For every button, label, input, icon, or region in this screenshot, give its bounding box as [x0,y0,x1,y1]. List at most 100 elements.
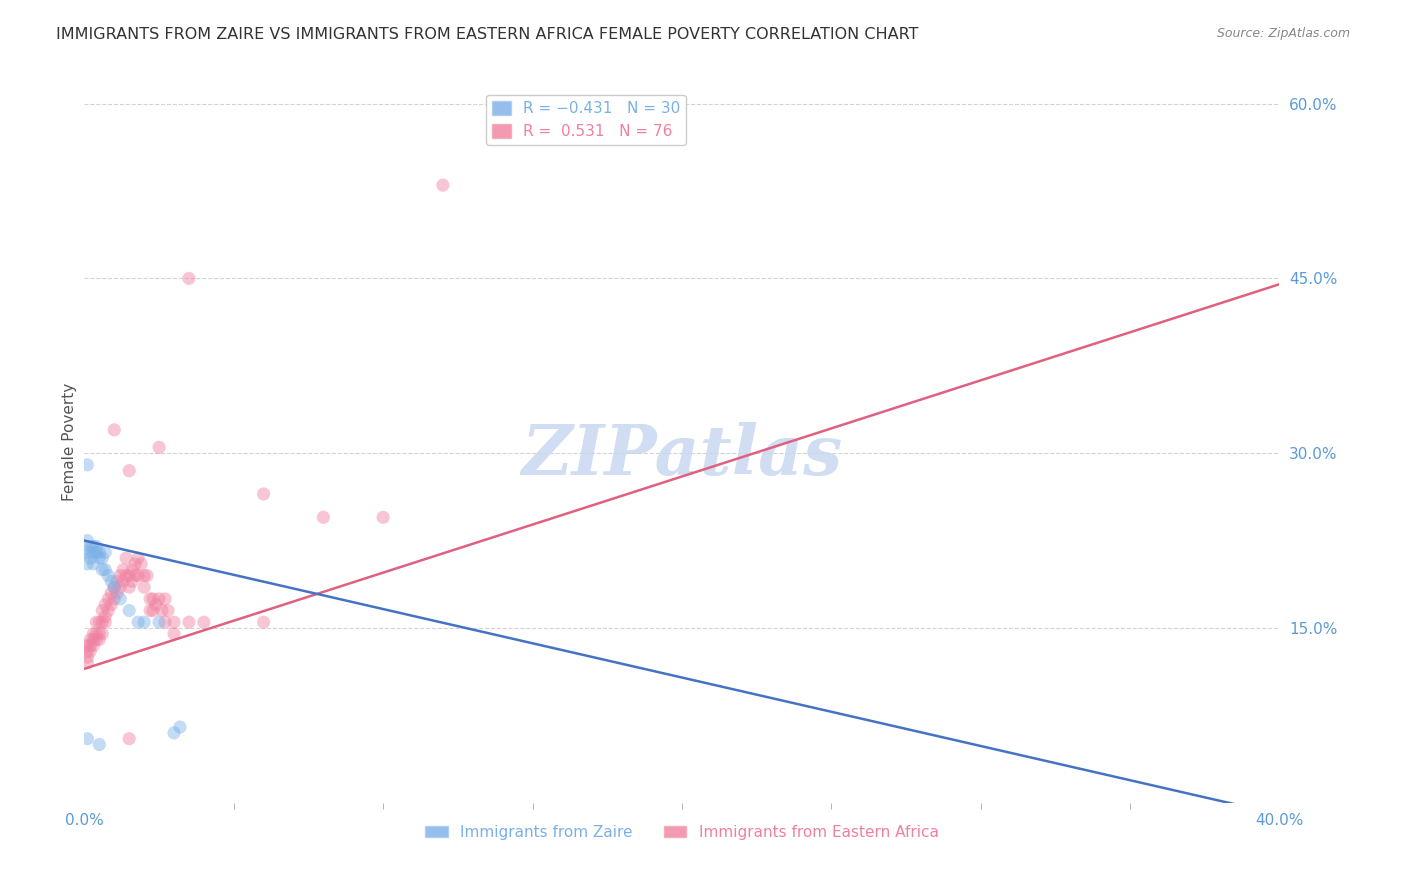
Point [103,423,125,437]
Point [132,615,156,630]
Point [79,644,101,658]
Point [100,598,122,612]
Point [163,726,186,740]
Point [76,458,98,472]
Point [118,603,141,617]
Point [373,510,395,524]
Y-axis label: Female Poverty: Female Poverty [62,383,77,500]
Point [163,627,186,641]
Point [129,557,152,571]
Point [432,178,454,193]
Point [89,738,111,752]
Point [118,580,141,594]
Point [91,627,114,641]
Point [86,627,108,641]
Point [89,627,111,641]
Point [79,545,101,559]
Point [253,615,276,630]
Point [121,574,143,589]
Point [82,540,104,554]
Point [86,632,108,647]
Point [76,533,98,548]
Point [139,591,162,606]
Point [103,580,125,594]
Point [89,551,111,566]
Point [193,615,215,630]
Point [110,580,132,594]
Point [132,568,156,582]
Point [82,632,104,647]
Point [103,591,125,606]
Point [110,591,132,606]
Point [82,639,104,653]
Point [127,551,149,566]
Point [169,720,191,734]
Point [148,615,170,630]
Point [118,464,141,478]
Point [82,557,104,571]
Point [89,615,111,630]
Point [312,510,335,524]
Point [124,568,146,582]
Point [153,591,176,606]
Point [142,591,165,606]
Point [79,639,101,653]
Point [82,545,104,559]
Point [115,568,138,582]
Point [79,632,101,647]
Point [91,551,114,566]
Point [94,615,117,630]
Point [94,563,117,577]
Point [132,580,156,594]
Point [105,574,128,589]
Point [110,568,132,582]
Point [112,563,135,577]
Point [139,603,162,617]
Point [177,271,200,285]
Point [82,627,104,641]
Point [76,545,98,559]
Point [145,598,167,612]
Point [148,441,170,455]
Point [76,644,98,658]
Point [86,540,108,554]
Point [89,545,111,559]
Point [103,580,125,594]
Point [136,568,159,582]
Point [91,615,114,630]
Point [86,615,108,630]
Point [100,586,122,600]
Point [127,568,149,582]
Point [100,574,122,589]
Point [89,632,111,647]
Point [86,545,108,559]
Point [253,487,276,501]
Text: IMMIGRANTS FROM ZAIRE VS IMMIGRANTS FROM EASTERN AFRICA FEMALE POVERTY CORRELATI: IMMIGRANTS FROM ZAIRE VS IMMIGRANTS FROM… [56,27,918,42]
Point [94,598,117,612]
Point [121,563,143,577]
Point [112,574,135,589]
Point [76,731,98,746]
Point [97,591,120,606]
Point [115,551,138,566]
Point [177,615,200,630]
Text: ZIPatlas: ZIPatlas [522,422,842,490]
Point [91,563,114,577]
Point [157,603,180,617]
Point [118,731,141,746]
Point [142,603,165,617]
Point [148,591,170,606]
Point [76,639,98,653]
Point [94,609,117,624]
Point [97,568,120,582]
Point [76,557,98,571]
Point [76,656,98,670]
Point [124,557,146,571]
Point [97,603,120,617]
Point [163,615,186,630]
Text: Source: ZipAtlas.com: Source: ZipAtlas.com [1216,27,1350,40]
Point [105,586,128,600]
Point [150,603,173,617]
Point [118,568,141,582]
Point [79,540,101,554]
